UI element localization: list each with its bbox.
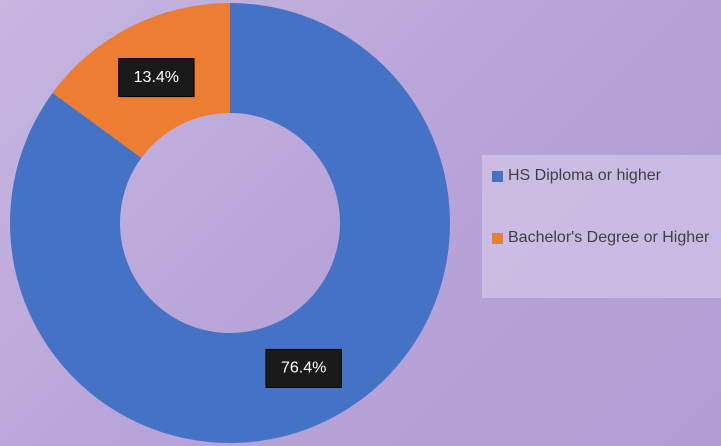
- data-label-text: 13.4%: [134, 69, 179, 86]
- legend: HS Diploma or higher Bachelor's Degree or…: [482, 155, 721, 298]
- legend-swatch: [492, 233, 503, 244]
- data-label: 13.4%: [118, 58, 195, 98]
- legend-label: Bachelor's Degree or Higher: [508, 229, 710, 246]
- data-label-box: [265, 348, 342, 388]
- data-label: 76.4%: [265, 348, 342, 388]
- donut-slice: [9, 3, 451, 443]
- legend-item: HS Diploma or higher: [492, 165, 717, 187]
- legend-label: HS Diploma or higher: [508, 167, 661, 184]
- data-label-box: [118, 58, 195, 98]
- legend-swatch: [492, 171, 503, 182]
- data-label-text: 76.4%: [281, 360, 326, 377]
- legend-item: Bachelor's Degree or Higher: [492, 227, 717, 249]
